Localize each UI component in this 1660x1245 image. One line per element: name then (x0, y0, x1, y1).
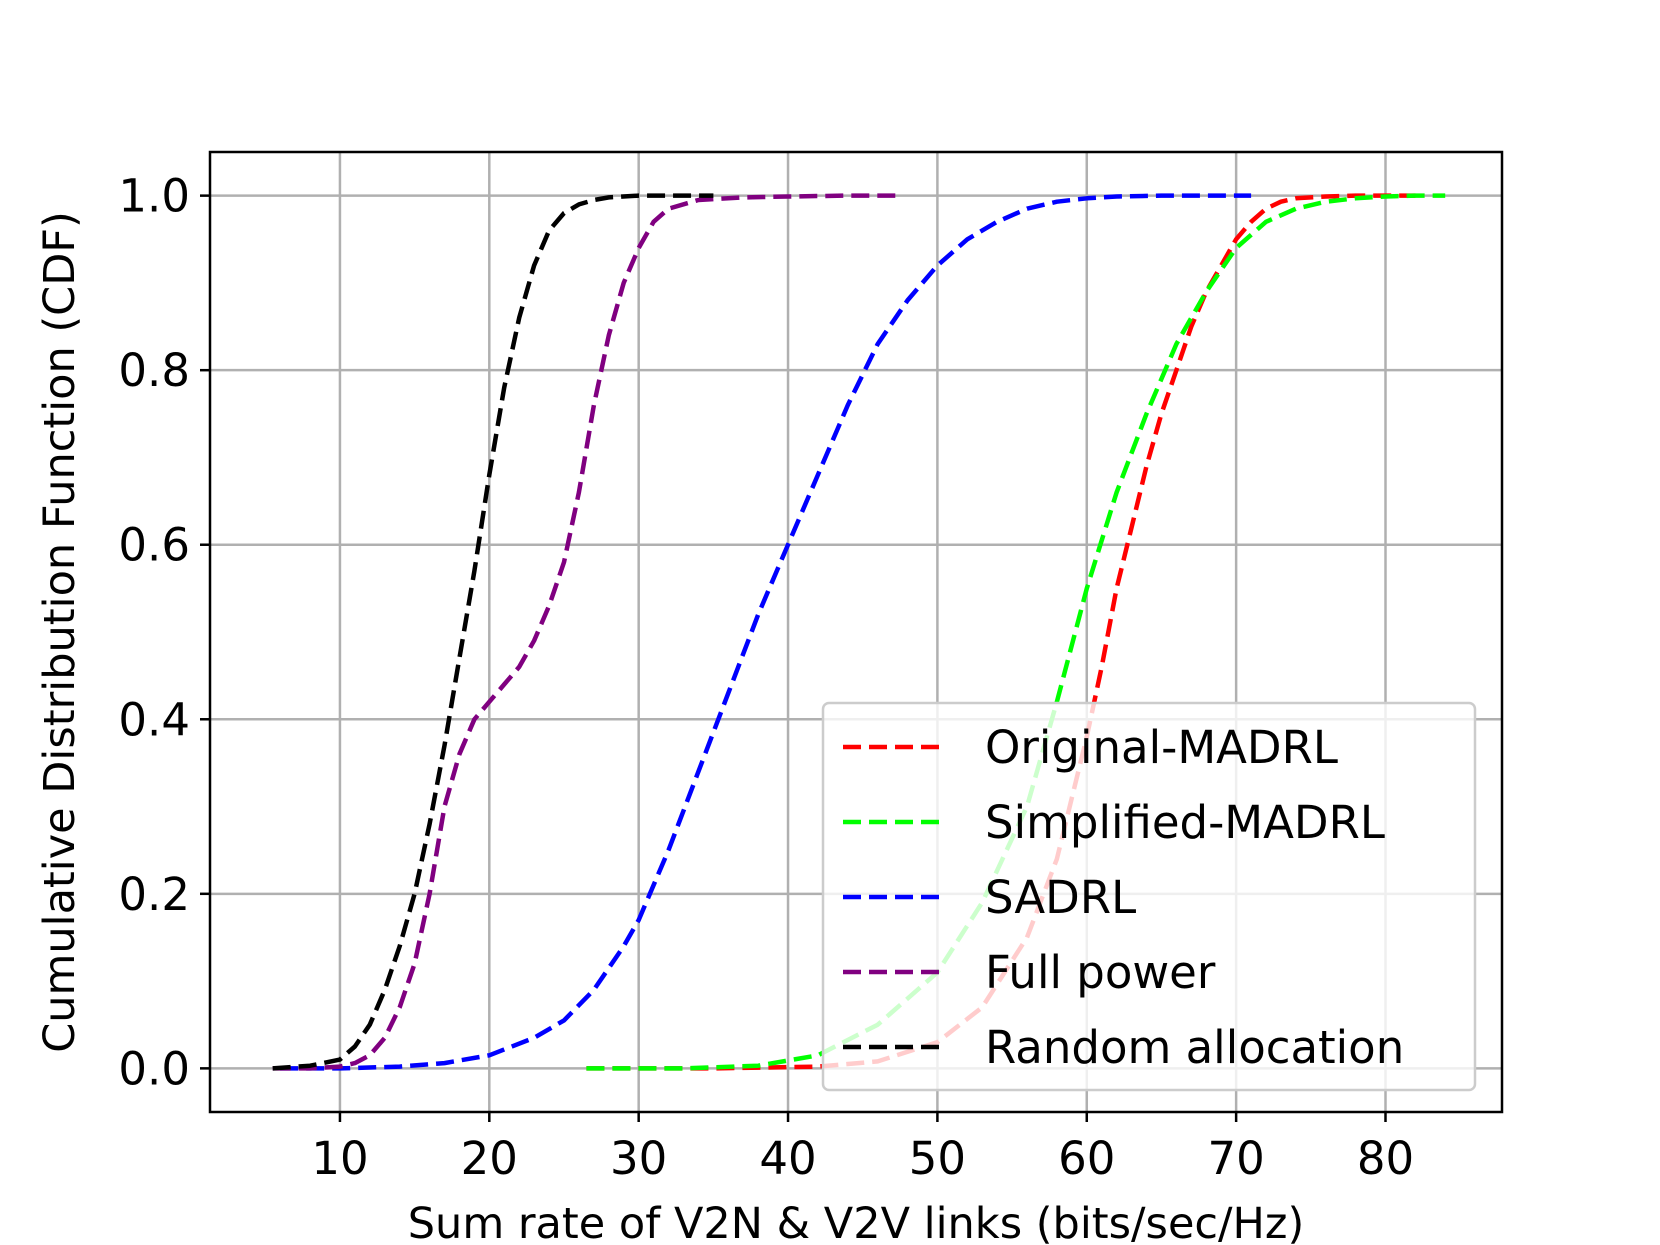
y-tick-label: 0.0 (118, 1042, 190, 1095)
legend-label: Original-MADRL (985, 721, 1338, 774)
plot-frame (208, 150, 1504, 1114)
x-tick-label: 70 (1207, 1132, 1264, 1185)
legend-label: Random allocation (985, 1021, 1404, 1074)
y-tick-label: 1.0 (118, 170, 190, 223)
series-line-random-allocation (272, 193, 714, 1071)
series-line-full-power (272, 193, 901, 1071)
legend-box (821, 701, 1477, 1092)
series-line-sadrl (280, 193, 1252, 1071)
x-tick-label: 40 (759, 1132, 816, 1185)
y-tick-label: 0.4 (118, 693, 190, 746)
y-tick-label: 0.6 (118, 519, 190, 572)
y-tick-label: 0.2 (118, 868, 190, 921)
legend: Original-MADRL Simplified-MADRL SADRL Full … (821, 701, 1477, 1092)
legend-label: Simplified-MADRL (985, 796, 1385, 849)
x-tick-label: 50 (909, 1132, 966, 1185)
x-axis-title: Sum rate of V2N & V2V links (bits/sec/Hz… (408, 1199, 1304, 1245)
axis-ticks: 10 20 30 40 50 60 70 80 0.0 0.2 0.4 0.6 0.8 1.0 (118, 170, 1414, 1185)
legend-label: SADRL (985, 871, 1136, 924)
x-tick-label: 30 (610, 1132, 667, 1185)
x-tick-label: 60 (1058, 1132, 1115, 1185)
y-tick-label: 0.8 (118, 344, 190, 397)
y-axis-title: Cumulative Distribution Function (CDF) (35, 211, 85, 1053)
x-tick-label: 80 (1357, 1132, 1414, 1185)
legend-label: Full power (985, 946, 1216, 999)
x-tick-label: 20 (461, 1132, 518, 1185)
x-tick-label: 10 (311, 1132, 368, 1185)
